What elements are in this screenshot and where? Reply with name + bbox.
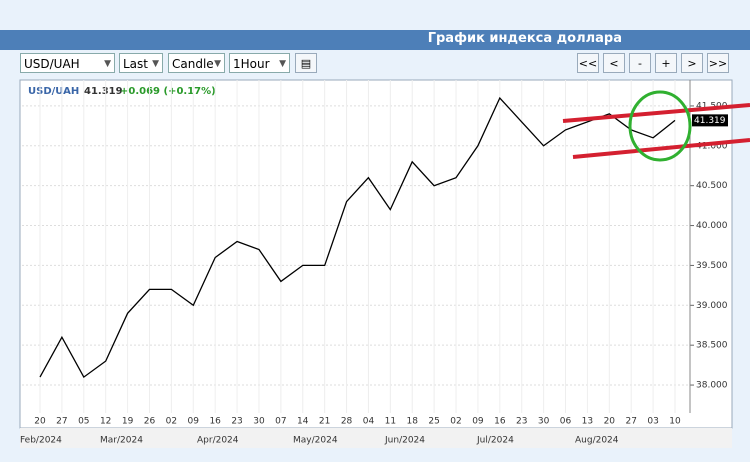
- nav-button[interactable]: >>: [707, 53, 729, 73]
- x-tick-label: 07: [275, 417, 286, 427]
- x-tick-label: 27: [625, 417, 636, 427]
- x-tick-label: 16: [494, 417, 506, 427]
- x-tick-label: 21: [319, 417, 330, 427]
- y-tick-label: 38.500: [696, 341, 728, 351]
- y-tick-label: 40.000: [696, 221, 728, 231]
- x-tick-label: 04: [363, 417, 375, 427]
- nav-button[interactable]: <<: [577, 53, 599, 73]
- symbol-select[interactable]: USD/UAH: [20, 53, 115, 74]
- x-tick-label: 10: [669, 417, 681, 427]
- x-tick-label: 27: [56, 417, 67, 427]
- x-tick-label: 25: [428, 417, 439, 427]
- highlight-circle: [628, 90, 692, 162]
- month-label: Apr/2024: [197, 436, 239, 446]
- nav-button[interactable]: >: [681, 53, 703, 73]
- y-tick-label: 39.500: [696, 261, 728, 271]
- x-tick-label: 05: [78, 417, 89, 427]
- page-title: График индекса доллара: [427, 31, 622, 46]
- x-tick-label: 13: [582, 417, 593, 427]
- x-tick-label: 19: [122, 417, 134, 427]
- x-tick-label: 20: [604, 417, 616, 427]
- channel-line: [572, 138, 750, 159]
- x-tick-label: 03: [647, 417, 658, 427]
- header-bar: [0, 30, 750, 50]
- nav-button[interactable]: -: [629, 53, 651, 73]
- interval-select[interactable]: 1Hour: [229, 53, 290, 74]
- month-label: Aug/2024: [575, 436, 619, 446]
- x-tick-label: 26: [144, 417, 156, 427]
- last-price-label: 41.319: [694, 116, 726, 126]
- price-line: [39, 96, 676, 379]
- y-tick-label: 41.000: [696, 141, 728, 151]
- month-label: Jul/2024: [476, 436, 514, 446]
- quote-change: +0.069 (+0.17%): [120, 86, 216, 97]
- nav-button[interactable]: +: [655, 53, 677, 73]
- month-label: Jun/2024: [384, 436, 425, 446]
- x-tick-label: 23: [231, 417, 242, 427]
- x-tick-label: 09: [472, 417, 484, 427]
- x-tick-label: 02: [166, 417, 177, 427]
- quote-price: 41.319: [84, 86, 123, 97]
- month-label: Feb/2024: [20, 436, 62, 446]
- x-tick-label: 28: [341, 417, 353, 427]
- y-tick-label: 39.000: [696, 301, 728, 311]
- month-band: [20, 428, 732, 448]
- y-tick-label: 40.500: [696, 181, 728, 191]
- chart-panel: [19, 79, 733, 429]
- x-tick-label: 14: [297, 417, 309, 427]
- last-price-box: [692, 114, 728, 127]
- x-tick-label: 18: [407, 417, 419, 427]
- month-label: May/2024: [293, 436, 338, 446]
- x-tick-label: 12: [100, 417, 111, 427]
- x-tick-label: 02: [450, 417, 461, 427]
- nav-button[interactable]: <: [603, 53, 625, 73]
- table-button[interactable]: ▤: [295, 53, 317, 73]
- price-select[interactable]: Last: [119, 53, 163, 74]
- channel-line: [562, 103, 750, 123]
- x-tick-label: 30: [253, 417, 265, 427]
- x-tick-label: 16: [209, 417, 221, 427]
- x-tick-label: 20: [34, 417, 46, 427]
- x-tick-label: 06: [560, 417, 572, 427]
- x-tick-label: 23: [516, 417, 527, 427]
- x-tick-label: 11: [385, 417, 396, 427]
- y-tick-label: 38.000: [696, 381, 728, 391]
- x-tick-label: 30: [538, 417, 550, 427]
- x-tick-label: 09: [188, 417, 200, 427]
- style-select[interactable]: Candle: [168, 53, 225, 74]
- month-label: Mar/2024: [100, 436, 143, 446]
- quote-symbol: USD/UAH: [28, 86, 79, 97]
